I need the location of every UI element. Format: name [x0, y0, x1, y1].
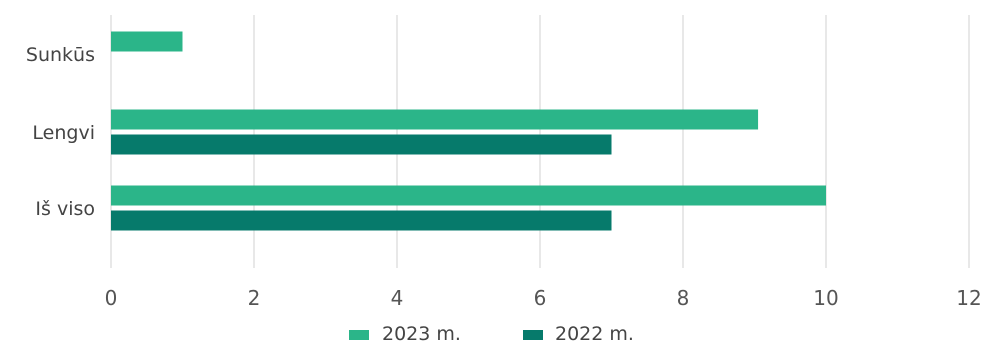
- x-tick-label-8: 8: [677, 286, 690, 310]
- category-label-0: Sunkūs: [26, 44, 95, 66]
- legend-label-0: 2023 m.: [382, 323, 461, 345]
- x-tick-label-6: 6: [534, 286, 547, 310]
- x-tick-label-4: 4: [391, 286, 404, 310]
- legend-swatch-0: [349, 330, 369, 340]
- category-label-2: Iš viso: [35, 198, 95, 220]
- category-label-1: Lengvi: [32, 122, 95, 144]
- x-tick-label-12: 12: [956, 286, 981, 310]
- bar-2023-2: [111, 185, 826, 206]
- bar-2022-2: [111, 210, 612, 231]
- legend: 2023 m. 2022 m.: [349, 323, 634, 345]
- bar-2023-1: [111, 109, 759, 130]
- category-labels: Sunkūs Lengvi Iš viso: [26, 44, 95, 220]
- x-tick-label-2: 2: [248, 286, 261, 310]
- legend-label-1: 2022 m.: [555, 323, 634, 345]
- x-tick-labels: 0 2 4 6 8 10 12: [105, 286, 982, 310]
- legend-swatch-1: [523, 330, 543, 340]
- x-tick-label-0: 0: [105, 286, 118, 310]
- bar-2022-1: [111, 134, 612, 155]
- x-tick-label-10: 10: [813, 286, 838, 310]
- bar-2023-0: [111, 31, 183, 52]
- bars: [111, 31, 826, 231]
